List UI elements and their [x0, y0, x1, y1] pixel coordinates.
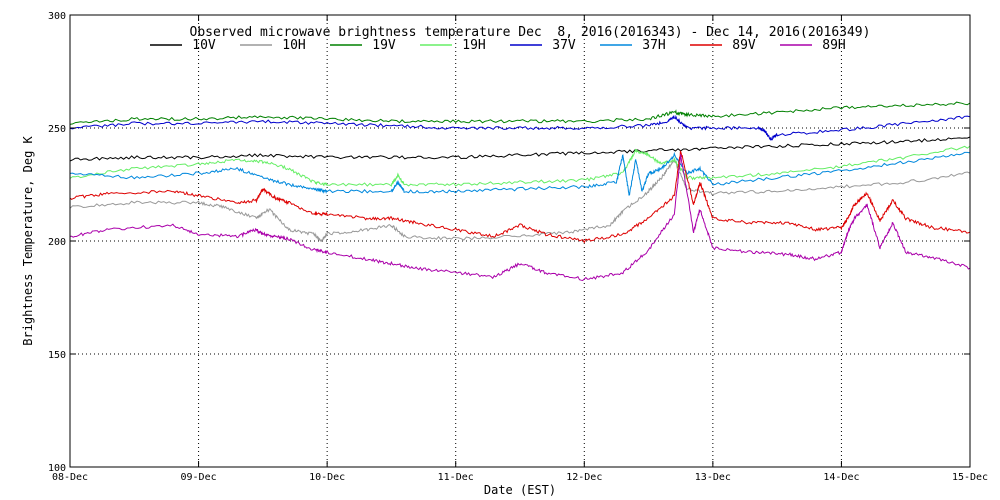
legend-label-10v: 10V [192, 38, 216, 53]
y-axis-label: Brightness Temperature, Deg K [21, 135, 35, 345]
legend-label-10h: 10H [282, 38, 305, 53]
series-line-19v [69, 101, 971, 125]
y-tick-label: 100 [48, 463, 66, 474]
legend-label-19v: 19V [372, 38, 396, 53]
x-axis-label: Date (EST) [484, 483, 556, 497]
y-tick-label: 200 [48, 237, 66, 248]
series-lines [69, 101, 971, 282]
y-tick-label: 150 [48, 350, 66, 361]
chart-title: Observed microwave brightness temperatur… [190, 25, 871, 40]
series-line-37h [69, 151, 971, 196]
y-axis: 100 150 200 250 300 [48, 11, 970, 474]
legend-label-89v: 89V [732, 38, 756, 53]
x-tick-label: 13-Dec [695, 472, 731, 483]
legend-label-37v: 37V [552, 38, 576, 53]
x-axis: 08-Dec 09-Dec 10-Dec 11-Dec 12-Dec 13-Dec 14-D… [52, 15, 988, 483]
legend-label-37h: 37H [642, 38, 665, 53]
series-line-19h [69, 145, 971, 187]
grid-lines [70, 15, 970, 467]
legend: 10V 10H 19V 19H 37V 37H 89V 89H [150, 38, 846, 53]
series-line-89h [69, 154, 971, 282]
legend-label-89h: 89H [822, 38, 845, 53]
series-line-89v [69, 150, 971, 244]
y-tick-label: 300 [48, 11, 66, 22]
x-tick-label: 09-Dec [181, 472, 217, 483]
x-tick-label: 11-Dec [438, 472, 474, 483]
series-line-37v [69, 114, 971, 141]
y-tick-label: 250 [48, 124, 66, 135]
series-line-10v [69, 136, 971, 162]
x-tick-label: 12-Dec [566, 472, 602, 483]
x-tick-label: 14-Dec [823, 472, 859, 483]
x-tick-label: 08-Dec [52, 472, 88, 483]
x-tick-label: 15-Dec [952, 472, 988, 483]
legend-label-19h: 19H [462, 38, 485, 53]
x-tick-label: 10-Dec [309, 472, 345, 483]
